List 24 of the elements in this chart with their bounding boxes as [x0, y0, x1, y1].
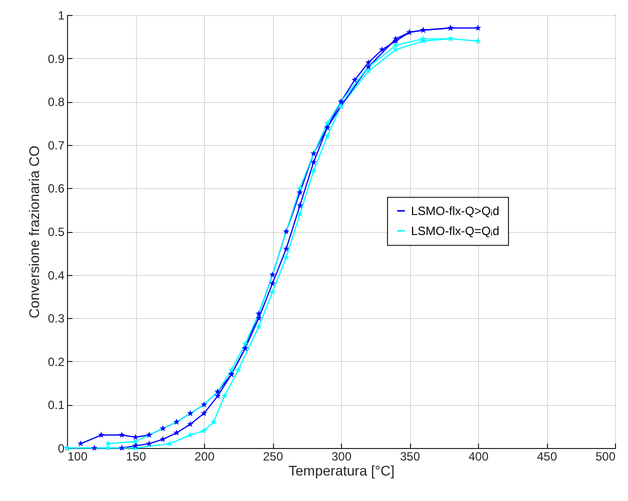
y-tick-label: 0.5 — [48, 225, 65, 239]
x-tick-label: 450 — [536, 450, 558, 464]
y-tick-label: 0.6 — [48, 182, 65, 196]
y-tick-label: 0.3 — [48, 312, 65, 326]
x-tick-label: 250 — [262, 450, 284, 464]
y-tick-label: 0.1 — [48, 398, 65, 412]
y-tick-label: 0.8 — [48, 95, 65, 110]
x-tick-label: 100 — [68, 450, 88, 464]
x-tick-label: 200 — [194, 450, 215, 464]
legend-label: LSMO-flx-Q=Qᵢd — [411, 224, 500, 238]
y-tick-label: 0.9 — [48, 52, 65, 66]
y-tick-label: 0.4 — [48, 268, 65, 282]
y-tick-label: 0 — [58, 442, 65, 456]
x-tick-label: 400 — [468, 450, 489, 464]
legend-label: LSMO-flx-Q>Qᵢd — [411, 204, 500, 218]
x-tick-label: 300 — [331, 450, 352, 464]
y-tick-label: 0.7 — [48, 138, 65, 152]
y-tick-label: 0.2 — [48, 354, 65, 369]
x-axis-title: Temperatura [°C] — [288, 462, 394, 478]
x-tick-label: 500 — [595, 450, 616, 464]
x-tick-label: 150 — [126, 450, 146, 464]
x-tick-label: 350 — [400, 450, 420, 464]
y-axis-title: Conversione frazionaria CO — [26, 146, 42, 318]
y-tick-label: 1 — [58, 8, 65, 22]
